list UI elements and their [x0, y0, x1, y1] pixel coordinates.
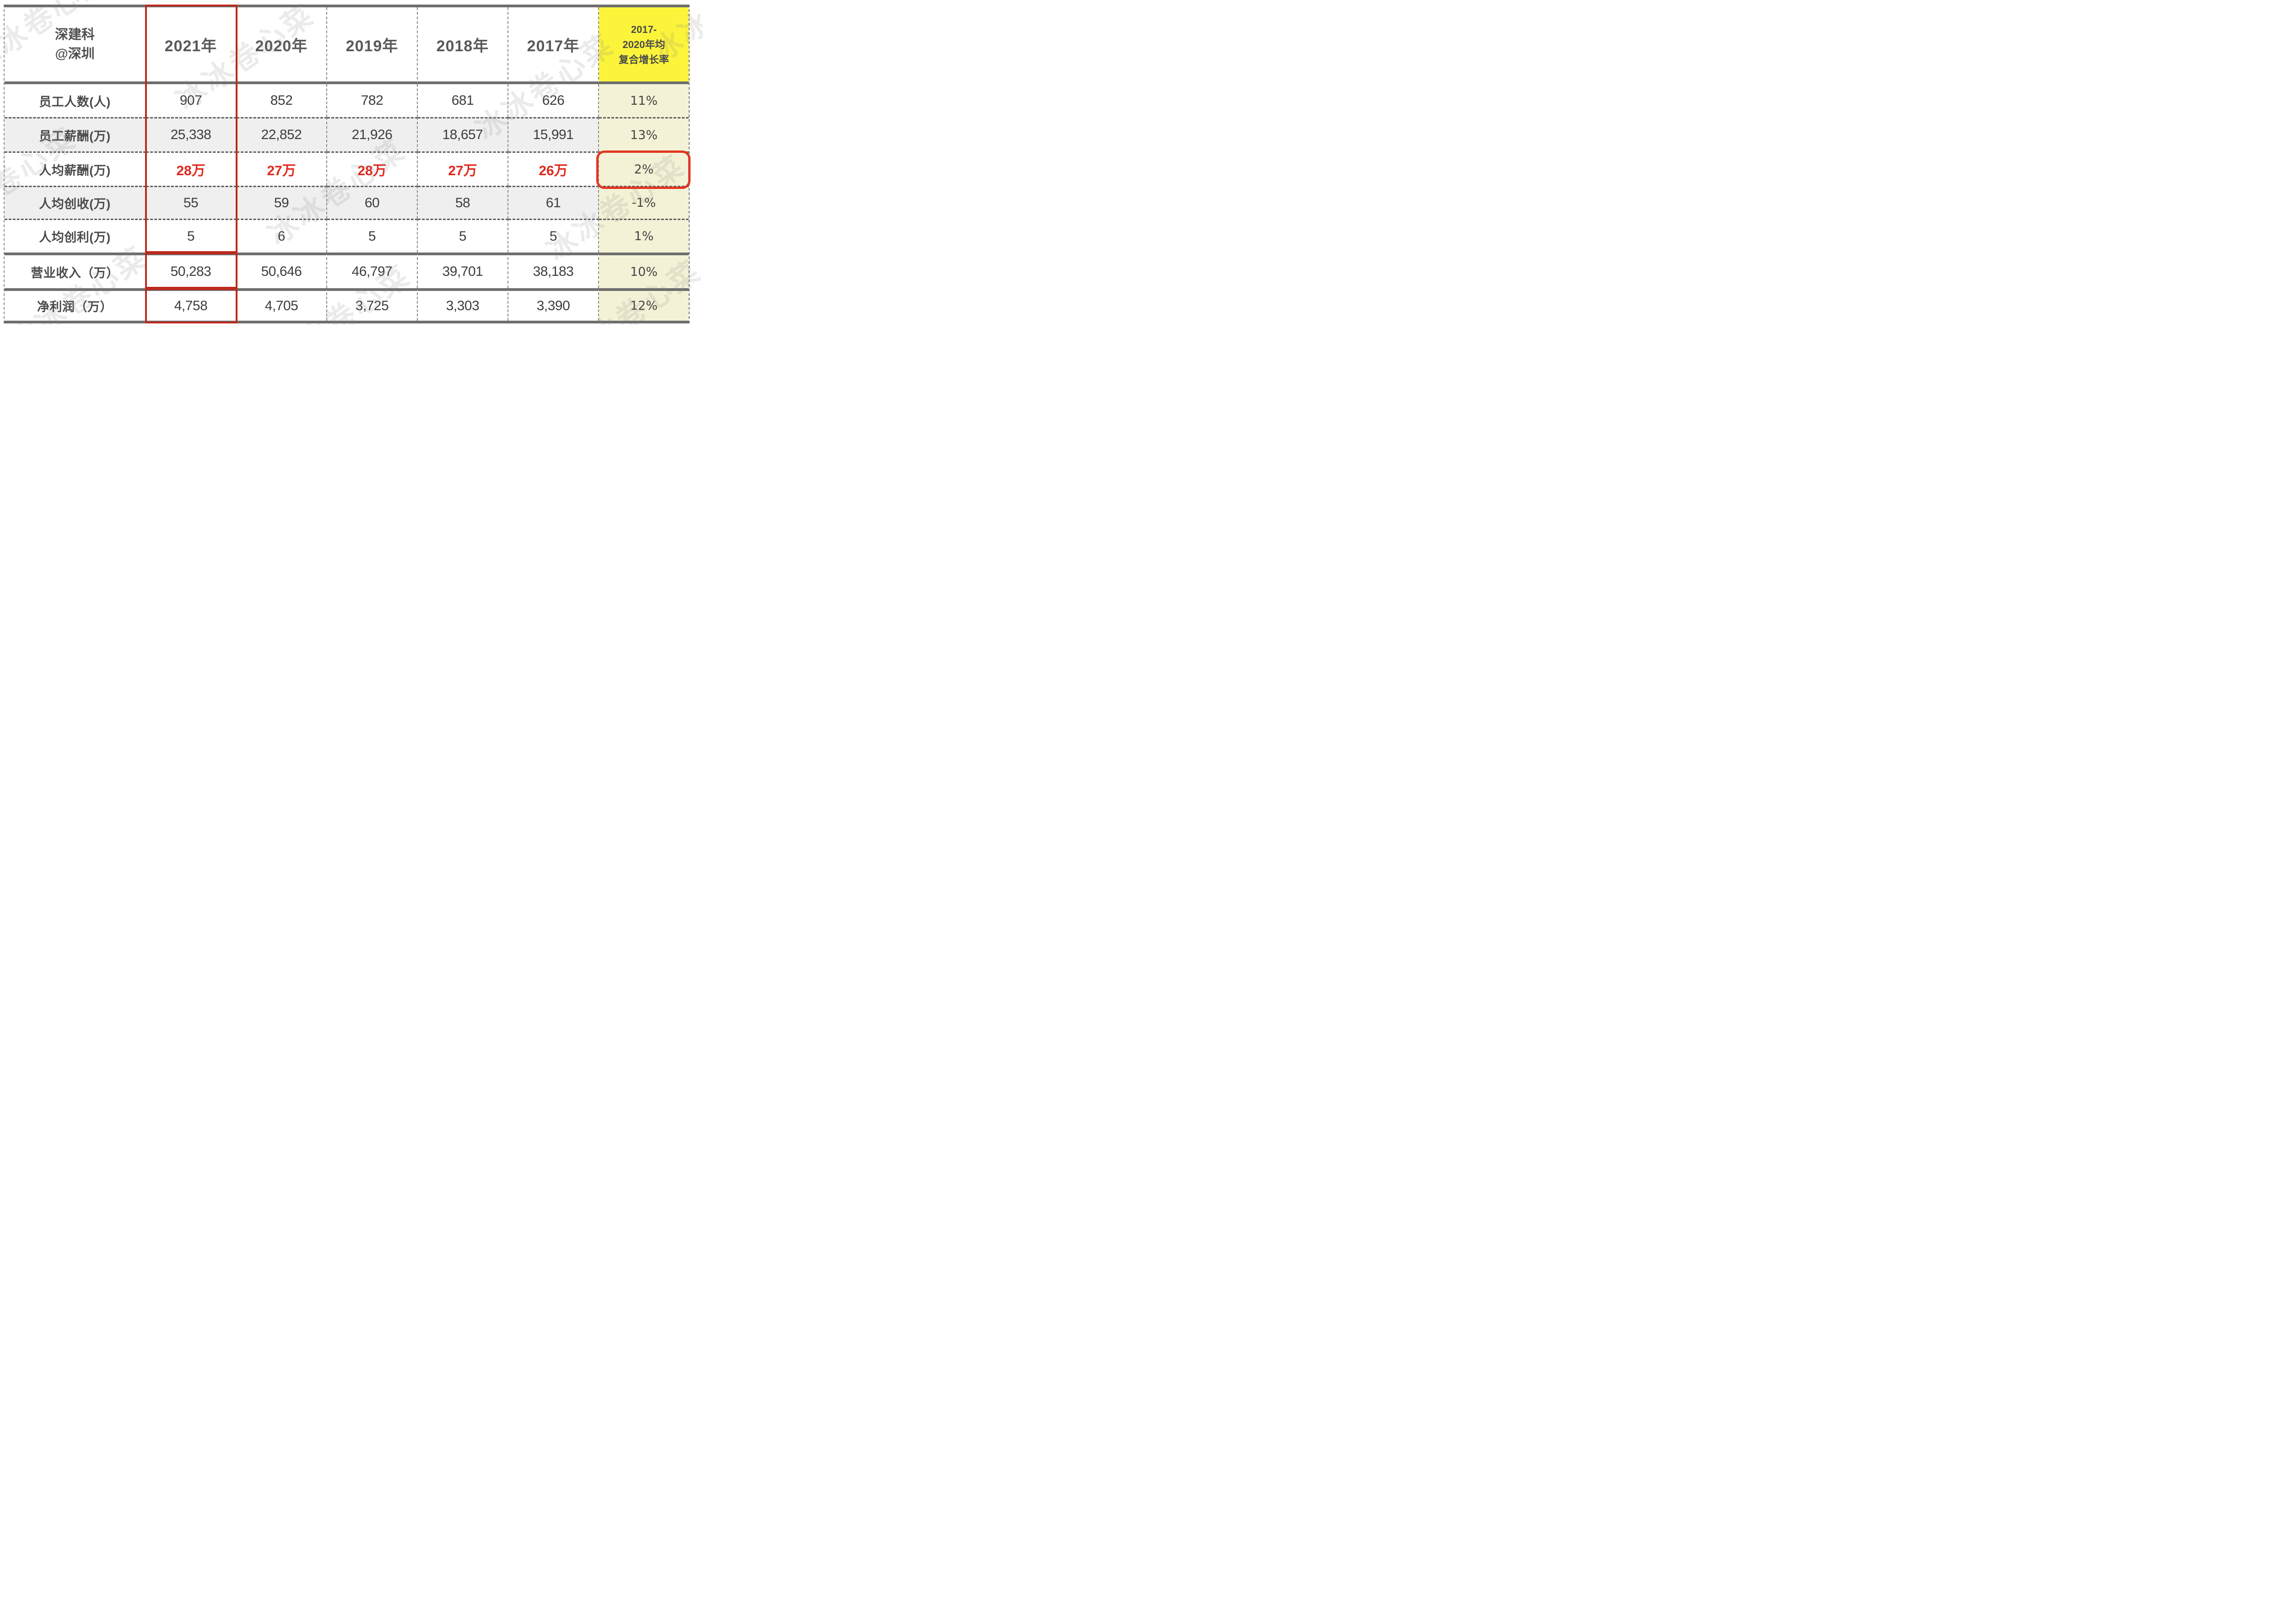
value-cell: 3,303 — [418, 288, 508, 321]
value-cell: 60 — [327, 186, 418, 219]
value-cell: 4,758 — [146, 288, 237, 321]
value-cell: 5 — [508, 219, 599, 253]
value-cell: 22,852 — [237, 117, 327, 151]
value-cell: 5 — [327, 219, 418, 253]
year-header-2020: 2020年 — [237, 7, 327, 84]
year-header-2018: 2018年 — [418, 7, 508, 84]
value-cell-red: 26万 — [508, 151, 599, 186]
cagr-cell: 1% — [599, 219, 689, 253]
value-cell: 50,646 — [237, 253, 327, 288]
value-cell: 55 — [146, 186, 237, 219]
cagr-header-line3: 复合增长率 — [618, 54, 669, 65]
value-cell: 59 — [237, 186, 327, 219]
value-cell: 6 — [237, 219, 327, 253]
value-cell-red: 27万 — [237, 151, 327, 186]
value-cell: 852 — [237, 84, 327, 117]
value-cell: 18,657 — [418, 117, 508, 151]
value-cell: 681 — [418, 84, 508, 117]
row-label: 人均薪酬(万) — [5, 151, 146, 186]
cagr-header: 2017- 2020年均 复合增长率 — [599, 7, 689, 84]
company-name: 深建科 — [54, 27, 95, 42]
cagr-cell: 13% — [599, 117, 689, 151]
cagr-cell: 11% — [599, 84, 689, 117]
value-cell-red: 28万 — [327, 151, 418, 186]
value-cell: 4,705 — [237, 288, 327, 321]
row-label: 人均创收(万) — [5, 186, 146, 219]
page: 深建科 @深圳 2021年 2020年 2019年 2018年 2017年 20… — [0, 0, 703, 325]
value-cell: 46,797 — [327, 253, 418, 288]
value-cell: 25,338 — [146, 117, 237, 151]
row-label: 人均创利(万) — [5, 219, 146, 253]
value-cell: 907 — [146, 84, 237, 117]
value-cell-red: 28万 — [146, 151, 237, 186]
value-cell: 3,390 — [508, 288, 599, 321]
row-label: 营业收入（万） — [5, 253, 146, 288]
row-label: 净利润（万） — [5, 288, 146, 321]
value-cell: 21,926 — [327, 117, 418, 151]
value-cell: 50,283 — [146, 253, 237, 288]
financial-table: 深建科 @深圳 2021年 2020年 2019年 2018年 2017年 20… — [4, 5, 690, 323]
company-location: @深圳 — [55, 47, 95, 61]
cagr-cell: 12% — [599, 288, 689, 321]
row-label: 员工人数(人) — [5, 84, 146, 117]
year-header-2019: 2019年 — [327, 7, 418, 84]
value-cell: 39,701 — [418, 253, 508, 288]
value-cell: 3,725 — [327, 288, 418, 321]
value-cell: 782 — [327, 84, 418, 117]
corner-title: 深建科 @深圳 — [5, 7, 146, 84]
cagr-header-line1: 2017- — [631, 23, 657, 35]
cagr-cell: 10% — [599, 253, 689, 288]
cagr-cell-highlighted: 2% — [599, 151, 689, 186]
value-cell: 58 — [418, 186, 508, 219]
value-cell-red: 27万 — [418, 151, 508, 186]
cagr-cell: -1% — [599, 186, 689, 219]
year-header-2017: 2017年 — [508, 7, 599, 84]
value-cell: 15,991 — [508, 117, 599, 151]
cagr-header-line2: 2020年均 — [622, 38, 665, 50]
year-header-2021: 2021年 — [146, 7, 237, 84]
value-cell: 5 — [146, 219, 237, 253]
value-cell: 626 — [508, 84, 599, 117]
row-label: 员工薪酬(万) — [5, 117, 146, 151]
value-cell: 61 — [508, 186, 599, 219]
value-cell: 5 — [418, 219, 508, 253]
value-cell: 38,183 — [508, 253, 599, 288]
